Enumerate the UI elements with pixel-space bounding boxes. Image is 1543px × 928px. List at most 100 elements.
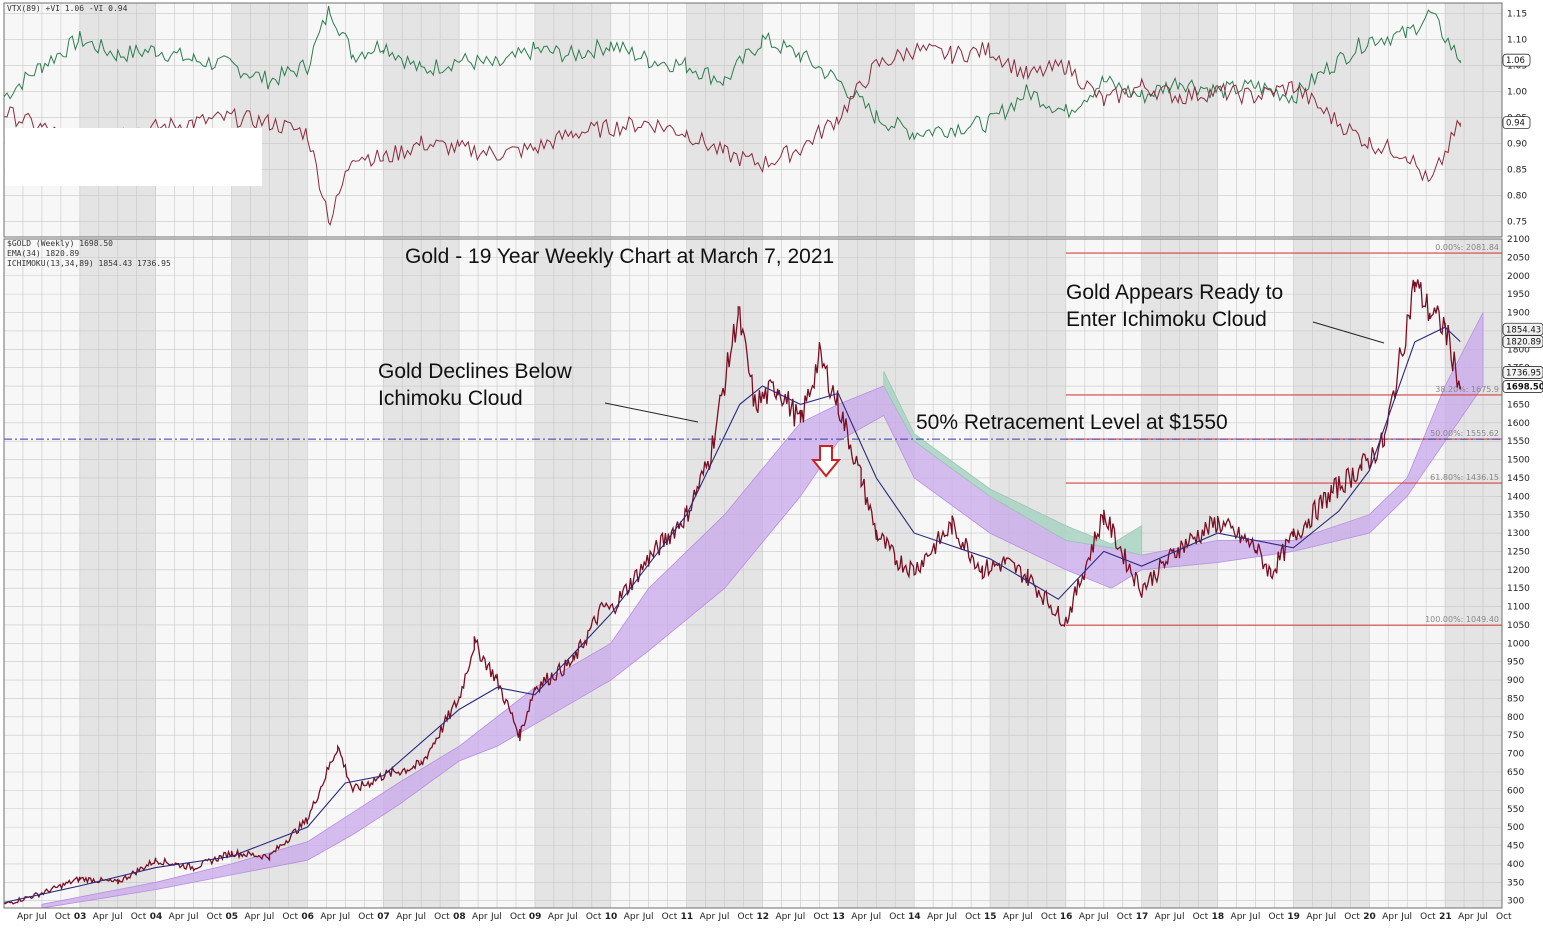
vortex-value-badge-label: 1.06 [1506, 56, 1525, 66]
x-tick-label: Oct [358, 912, 374, 922]
annotation-declines-line-2: Ichimoku Cloud [378, 387, 523, 410]
x-tick-label: Oct [1041, 912, 1057, 922]
x-tick-label: 15 [984, 912, 997, 922]
price-y-tick-label: 1600 [1507, 419, 1530, 429]
x-tick-label: Apr [775, 912, 791, 922]
x-tick-label: Jul [1173, 912, 1185, 922]
fibonacci-level-label: 50.00%: 1555.62 [1430, 429, 1499, 438]
price-y-tick-label: 1250 [1507, 547, 1530, 557]
price-panel: 0.00%: 2081.84 38.20%: 1675.9 50.00%: 1555… [3, 235, 1543, 922]
price-value-badge-label: 1736.95 [1506, 368, 1541, 378]
down-arrow-icon [810, 445, 842, 478]
x-tick-label: Oct [662, 912, 678, 922]
x-tick-label: Oct [131, 912, 147, 922]
price-value-badge-label: 1820.89 [1506, 338, 1541, 348]
x-tick-label: Apr [548, 912, 564, 922]
x-tick-label: 13 [832, 912, 845, 922]
vortex-y-axis: 1.151.101.051.000.950.900.850.800.751.06… [1502, 9, 1531, 227]
price-value-badge [1502, 335, 1543, 348]
x-tick-label: Jul [566, 912, 578, 922]
x-tick-label: Oct [889, 912, 905, 922]
x-tick-label: Apr [1231, 912, 1247, 922]
price-y-tick-label: 650 [1507, 768, 1524, 778]
price-y-axis: 2100205020001950190018501800175017001650… [1502, 235, 1543, 907]
price-y-tick-label: 1500 [1507, 456, 1530, 466]
vortex-indicator-panel: VTX(89) +VI 1.06 -VI 0.94 1.151.101.051.… [3, 2, 1531, 238]
x-tick-label: Oct [965, 912, 981, 922]
price-y-tick-label: 850 [1507, 694, 1524, 704]
x-tick-label: Jul [642, 912, 654, 922]
x-tick-label: 20 [1363, 912, 1376, 922]
x-tick-label: Oct [738, 912, 754, 922]
x-tick-label: Jul [1097, 912, 1109, 922]
x-tick-label: Apr [1458, 912, 1474, 922]
price-y-tick-label: 2100 [1507, 235, 1530, 245]
x-tick-label: 05 [226, 912, 239, 922]
price-panel-frame [3, 238, 1503, 909]
price-value-badge-label: 1698.50 [1506, 383, 1543, 393]
price-y-tick-label: 350 [1507, 878, 1524, 888]
price-y-tick-label: 1450 [1507, 474, 1530, 484]
x-tick-label: Apr [1382, 912, 1398, 922]
x-tick-label: Jul [414, 912, 426, 922]
fibonacci-level-label: 38.20%: 1675.9 [1435, 385, 1499, 394]
vortex-plus-vi-line [3, 5, 1461, 141]
annotation-declines-pointer [604, 402, 699, 423]
x-tick-label: 03 [74, 912, 87, 922]
price-y-tick-label: 950 [1507, 658, 1524, 668]
x-tick-label: 14 [908, 912, 921, 922]
vortex-gridlines [4, 3, 1502, 237]
vortex-series-lines [3, 5, 1461, 227]
x-tick-label: Jul [111, 912, 123, 922]
price-y-tick-label: 450 [1507, 842, 1524, 852]
x-tick-label: 09 [529, 912, 542, 922]
price-y-tick-label: 1200 [1507, 566, 1530, 576]
fibonacci-level-label: 0.00%: 2081.84 [1435, 243, 1499, 252]
vortex-y-tick-label: 0.85 [1507, 165, 1527, 175]
price-y-tick-label: 1300 [1507, 529, 1530, 539]
vortex-y-tick-label: 1.15 [1507, 9, 1527, 19]
x-tick-label: Oct [1193, 912, 1209, 922]
x-tick-label: Jul [1021, 912, 1033, 922]
vortex-y-tick-label: 0.75 [1507, 217, 1527, 227]
price-y-tick-label: 700 [1507, 750, 1524, 760]
x-tick-label: Apr [851, 912, 867, 922]
annotation-ready-line-1: Gold Appears Ready to [1066, 281, 1283, 304]
price-value-badge [1502, 366, 1543, 379]
x-tick-label: 18 [1212, 912, 1225, 922]
annotation-retracement: 50% Retracement Level at $1550 [916, 411, 1228, 434]
vortex-y-tick-label: 0.80 [1507, 191, 1527, 201]
price-value-badge [1502, 380, 1543, 393]
x-tick-label: 08 [453, 912, 466, 922]
vortex-minus-vi-line [3, 42, 1461, 227]
price-y-tick-label: 1150 [1507, 584, 1530, 594]
x-tick-label: Oct [1420, 912, 1436, 922]
x-tick-label: 19 [1287, 912, 1300, 922]
vortex-value-badge-label: 0.94 [1506, 119, 1525, 129]
price-y-tick-label: 1400 [1507, 492, 1530, 502]
x-tick-label: 16 [1060, 912, 1073, 922]
vortex-y-tick-label: 1.10 [1507, 35, 1527, 45]
price-y-tick-label: 1650 [1507, 400, 1530, 410]
x-tick-label: Jul [338, 912, 350, 922]
price-series-lines [3, 279, 1461, 905]
annotation-declines-line-1: Gold Declines Below [378, 360, 573, 383]
x-tick-label: 17 [1136, 912, 1149, 922]
price-y-tick-label: 1950 [1507, 290, 1530, 300]
x-tick-label: Oct [586, 912, 602, 922]
x-tick-label: Jul [718, 912, 730, 922]
price-y-tick-label: 1550 [1507, 437, 1530, 447]
vortex-value-badge [1502, 53, 1531, 67]
x-tick-label: 21 [1439, 912, 1452, 922]
price-y-tick-label: 1900 [1507, 309, 1530, 319]
x-tick-label: 07 [377, 912, 390, 922]
ichimoku-cloud [41, 312, 1484, 909]
price-legend-line-1: $GOLD (Weekly) 1698.50 [7, 239, 113, 248]
fibonacci-level-label: 61.80%: 1436.15 [1430, 473, 1499, 482]
price-y-tick-label: 500 [1507, 823, 1524, 833]
x-tick-label: Apr [169, 912, 185, 922]
chart-title: Gold - 19 Year Weekly Chart at March 7, … [405, 245, 834, 268]
x-tick-label: Oct [813, 912, 829, 922]
ema-34-line [3, 326, 1461, 904]
